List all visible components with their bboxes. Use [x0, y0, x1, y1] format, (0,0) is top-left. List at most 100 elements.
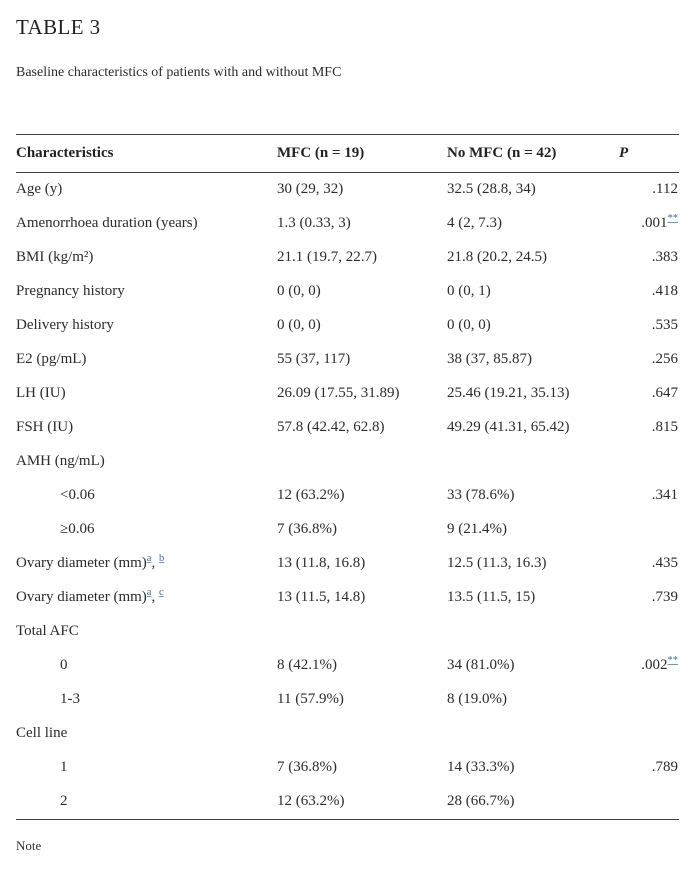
cell-characteristic: <0.06: [60, 487, 95, 503]
table-row: Pregnancy history 0 (0, 0) 0 (0, 1) .418: [16, 275, 679, 309]
table-row: <0.06 12 (63.2%) 33 (78.6%) .341: [16, 479, 679, 513]
cell-characteristic: Cell line: [16, 725, 68, 741]
table-row: E2 (pg/mL) 55 (37, 117) 38 (37, 85.87) .256: [16, 343, 679, 377]
ref-separator: ,: [151, 555, 159, 571]
table-body: Age (y) 30 (29, 32) 32.5 (28.8, 34) .112 Ame…: [16, 173, 679, 820]
cell-characteristic: E2 (pg/mL): [16, 351, 87, 367]
table-row: LH (IU) 26.09 (17.55, 31.89) 25.46 (19.21,…: [16, 377, 679, 411]
cell-p-value: .256: [651, 351, 678, 367]
cell-p-value: [617, 513, 679, 547]
table-caption: Baseline characteristics of patients wit…: [16, 65, 342, 80]
cell-p-value: [617, 785, 679, 820]
cell-p-value: .341: [651, 487, 678, 503]
cell-mfc-value: 7 (36.8%): [277, 759, 337, 775]
cell-p-value: .383: [651, 249, 678, 265]
cell-no-mfc-value: 28 (66.7%): [447, 793, 515, 809]
footnote-ref-link-sup: c: [159, 587, 164, 598]
significance-ref-link-sup: **: [668, 655, 679, 666]
table-row: 2 12 (63.2%) 28 (66.7%): [16, 785, 679, 820]
cell-p-value: .647: [651, 385, 678, 401]
footnote-ref-link-sup: a: [147, 553, 152, 564]
table-row: 1 7 (36.8%) 14 (33.3%) .789: [16, 751, 679, 785]
footnote-ref-link-sup: b: [159, 553, 164, 564]
table-row: FSH (IU) 57.8 (42.42, 62.8) 49.29 (41.31, …: [16, 411, 679, 445]
cell-mfc-value: [277, 445, 447, 479]
cell-characteristic: Ovary diameter (mm)a, c: [16, 587, 164, 605]
footnote-ref-link-sup: a: [147, 587, 152, 598]
table-row: BMI (kg/m²) 21.1 (19.7, 22.7) 21.8 (20.2, …: [16, 241, 679, 275]
cell-no-mfc-value: 14 (33.3%): [447, 759, 515, 775]
cell-characteristic: BMI (kg/m²): [16, 249, 94, 265]
cell-no-mfc-value: 21.8 (20.2, 24.5): [447, 249, 547, 265]
column-header-p-value: P: [617, 134, 679, 173]
footnote-ref-link[interactable]: a: [146, 553, 152, 564]
cell-no-mfc-value: 38 (37, 85.87): [447, 351, 532, 367]
cell-characteristic: 0: [60, 657, 68, 673]
table-row: 1-3 11 (57.9%) 8 (19.0%): [16, 683, 679, 717]
cell-p-value: .815: [651, 419, 678, 435]
cell-mfc-value: 7 (36.8%): [277, 521, 337, 537]
significance-ref-link-sup: **: [668, 213, 679, 224]
cell-p-value: .001**: [641, 213, 679, 231]
cell-p-value: .789: [651, 759, 678, 775]
cell-mfc-value: 30 (29, 32): [277, 181, 344, 197]
cell-mfc-value: 8 (42.1%): [277, 657, 337, 673]
header-row: Characteristics MFC (n = 19) No MFC (n =…: [16, 134, 679, 173]
cell-p-value: .535: [651, 317, 678, 333]
table-row: Total AFC: [16, 615, 679, 649]
cell-mfc-value: 57.8 (42.42, 62.8): [277, 419, 385, 435]
cell-no-mfc-value: 12.5 (11.3, 16.3): [447, 555, 547, 571]
significance-ref-link[interactable]: **: [667, 655, 679, 666]
footnote-ref-link[interactable]: b: [158, 553, 165, 564]
cell-characteristic: 2: [60, 793, 68, 809]
cell-mfc-value: 12 (63.2%): [277, 793, 345, 809]
cell-no-mfc-value: 9 (21.4%): [447, 521, 507, 537]
cell-mfc-value: [277, 615, 447, 649]
table-title: TABLE 3: [16, 15, 101, 39]
column-header-characteristics: Characteristics: [16, 134, 277, 173]
cell-characteristic: Pregnancy history: [16, 283, 125, 299]
table-row: Age (y) 30 (29, 32) 32.5 (28.8, 34) .112: [16, 173, 679, 208]
characteristics-table: Characteristics MFC (n = 19) No MFC (n =…: [16, 134, 679, 820]
cell-no-mfc-value: 34 (81.0%): [447, 657, 515, 673]
cell-p-value: .435: [651, 555, 678, 571]
cell-no-mfc-value: 0 (0, 0): [447, 317, 491, 333]
cell-p-value: [617, 445, 679, 479]
table-row: Delivery history 0 (0, 0) 0 (0, 0) .535: [16, 309, 679, 343]
cell-characteristic: FSH (IU): [16, 419, 74, 435]
significance-ref-link[interactable]: **: [667, 213, 679, 224]
cell-p-value: [617, 683, 679, 717]
cell-no-mfc-value: 25.46 (19.21, 35.13): [447, 385, 570, 401]
cell-no-mfc-value: 49.29 (41.31, 65.42): [447, 419, 570, 435]
cell-mfc-value: 21.1 (19.7, 22.7): [277, 249, 377, 265]
cell-characteristic: AMH (ng/mL): [16, 453, 105, 469]
cell-no-mfc-value: [447, 445, 617, 479]
cell-no-mfc-value: 33 (78.6%): [447, 487, 515, 503]
cell-p-value: [617, 717, 679, 751]
table-row: ≥0.06 7 (36.8%) 9 (21.4%): [16, 513, 679, 547]
cell-mfc-value: 55 (37, 117): [277, 351, 351, 367]
table-row: Ovary diameter (mm)a, b 13 (11.8, 16.8) 12…: [16, 547, 679, 581]
cell-p-value: [617, 615, 679, 649]
cell-mfc-value: [277, 717, 447, 751]
cell-p-value: .418: [651, 283, 678, 299]
cell-characteristic: LH (IU): [16, 385, 66, 401]
cell-characteristic: 1-3: [60, 691, 80, 707]
cell-no-mfc-value: 8 (19.0%): [447, 691, 507, 707]
cell-p-value: .112: [652, 181, 678, 197]
footnote-ref-link[interactable]: a: [146, 587, 152, 598]
column-header-mfc: MFC (n = 19): [277, 134, 447, 173]
cell-no-mfc-value: 13.5 (11.5, 15): [447, 589, 536, 605]
table-row: AMH (ng/mL): [16, 445, 679, 479]
cell-mfc-value: 12 (63.2%): [277, 487, 345, 503]
cell-mfc-value: 13 (11.8, 16.8): [277, 555, 366, 571]
cell-mfc-value: 26.09 (17.55, 31.89): [277, 385, 400, 401]
cell-no-mfc-value: [447, 615, 617, 649]
cell-characteristic: Total AFC: [16, 623, 79, 639]
table-row: Amenorrhoea duration (years) 1.3 (0.33, 3…: [16, 207, 679, 241]
cell-characteristic: Ovary diameter (mm)a, b: [16, 553, 165, 571]
cell-p-value: .739: [651, 589, 678, 605]
footnote-ref-link[interactable]: c: [158, 587, 164, 598]
cell-characteristic: ≥0.06: [60, 521, 95, 537]
